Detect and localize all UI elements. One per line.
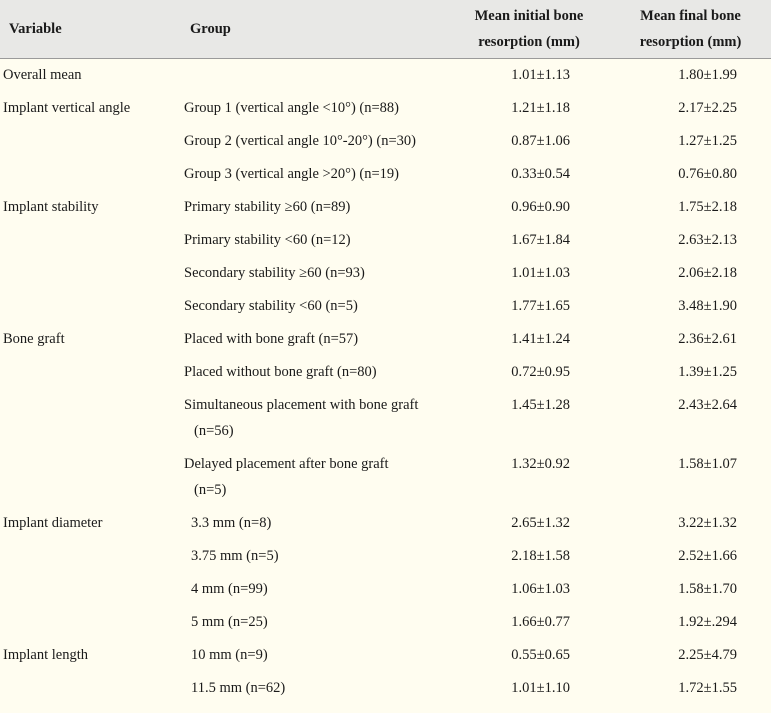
initial-resorption-cell: 0.33±0.54 xyxy=(511,165,570,182)
final-resorption-cell: 3.22±1.32 xyxy=(678,514,737,531)
final-resorption-cell: 2.17±2.25 xyxy=(678,99,737,116)
header-row: Variable Group Mean initial bone resorpti… xyxy=(0,0,771,58)
initial-resorption-cell: 1.01±1.03 xyxy=(511,264,570,281)
initial-resorption-cell: 1.77±1.65 xyxy=(511,297,570,314)
variable-cell xyxy=(0,256,180,289)
variable-cell: Implant diameter xyxy=(3,514,103,531)
table-row: Simultaneous placement with bone graft (n… xyxy=(0,388,771,447)
group-cell: 10 mm (n=9) xyxy=(191,646,268,663)
table-row: Secondary stability ≥60 (n=93) 1.01±1.03 2… xyxy=(0,256,771,289)
group-cell: Group 3 (vertical angle >20°) (n=19) xyxy=(184,165,400,182)
group-cell: Secondary stability ≥60 (n=93) xyxy=(184,264,365,281)
group-cell: Simultaneous placement with bone graft (n… xyxy=(184,396,419,439)
variable-cell: Implant vertical angle xyxy=(3,99,131,116)
table-row: Implant stability Primary stability ≥60 (… xyxy=(0,190,771,223)
header-variable: Variable xyxy=(9,20,62,37)
final-resorption-cell: 2.36±2.61 xyxy=(678,330,737,347)
final-resorption-cell: 1.80±1.99 xyxy=(678,66,737,83)
final-resorption-cell: 2.63±2.13 xyxy=(678,231,737,248)
final-resorption-cell: 1.75±2.18 xyxy=(678,198,737,215)
initial-resorption-cell: 1.01±1.13 xyxy=(511,66,570,83)
initial-resorption-cell: 0.55±0.65 xyxy=(511,646,570,663)
group-cell: Primary stability <60 (n=12) xyxy=(184,231,351,248)
group-cell: Placed with bone graft (n=57) xyxy=(184,330,359,347)
final-resorption-cell: 1.72±1.55 xyxy=(678,679,737,696)
table-row: Group 2 (vertical angle 10°-20°) (n=30) 0… xyxy=(0,124,771,157)
table-row: Delayed placement after bone graft (n=5) 1… xyxy=(0,447,771,506)
initial-resorption-cell: 1.01±1.10 xyxy=(511,679,570,696)
initial-resorption-cell: 2.65±1.32 xyxy=(511,514,570,531)
table-row: Implant length 10 mm (n=9) 0.55±0.65 2.25±4… xyxy=(0,638,771,671)
variable-cell xyxy=(0,671,180,704)
variable-cell: Implant stability xyxy=(3,198,99,215)
table-row: 5 mm (n=25) 1.66±0.77 1.92±.294 xyxy=(0,605,771,638)
header-group: Group xyxy=(190,20,231,37)
variable-cell: Overall mean xyxy=(3,66,82,83)
group-cell: Primary stability ≥60 (n=89) xyxy=(184,198,351,215)
initial-resorption-cell: 1.41±1.24 xyxy=(511,330,570,347)
final-resorption-cell: 3.48±1.90 xyxy=(678,297,737,314)
initial-resorption-cell: 1.32±0.92 xyxy=(511,455,570,472)
final-resorption-cell: 1.92±.294 xyxy=(678,613,737,630)
table-row: Group 3 (vertical angle >20°) (n=19) 0.33… xyxy=(0,157,771,190)
table-row: 3.75 mm (n=5) 2.18±1.58 2.52±1.66 xyxy=(0,539,771,572)
initial-resorption-cell: 0.87±1.06 xyxy=(511,132,570,149)
group-cell: 4 mm (n=99) xyxy=(191,580,268,597)
variable-cell xyxy=(0,388,180,447)
table-row: Placed without bone graft (n=80) 0.72±0.9… xyxy=(0,355,771,388)
variable-cell xyxy=(0,223,180,256)
initial-resorption-cell: 1.06±1.03 xyxy=(511,580,570,597)
initial-resorption-cell: 2.18±1.58 xyxy=(511,547,570,564)
final-resorption-cell: 2.25±4.79 xyxy=(678,646,737,663)
variable-cell xyxy=(0,605,180,638)
final-resorption-cell: 0.76±0.80 xyxy=(678,165,737,182)
header-final: Mean final bone resorption (mm) xyxy=(639,7,742,50)
variable-cell xyxy=(0,539,180,572)
final-resorption-cell: 1.39±1.25 xyxy=(678,363,737,380)
variable-cell xyxy=(0,447,180,506)
initial-resorption-cell: 1.45±1.28 xyxy=(511,396,570,413)
table-row: Implant diameter 3.3 mm (n=8) 2.65±1.32 3.2… xyxy=(0,506,771,539)
group-cell: Group 1 (vertical angle <10°) (n=88) xyxy=(184,99,400,116)
group-cell xyxy=(180,58,448,91)
table-row: 11.5 mm (n=62) 1.01±1.10 1.72±1.55 xyxy=(0,671,771,704)
initial-resorption-cell: 0.96±0.90 xyxy=(511,198,570,215)
final-resorption-cell: 1.58±1.07 xyxy=(678,455,737,472)
variable-cell: Bone graft xyxy=(3,330,65,347)
table-row: Overall mean 1.01±1.13 1.80±1.99 xyxy=(0,58,771,91)
table-row: 4 mm (n=99) 1.06±1.03 1.58±1.70 xyxy=(0,572,771,605)
group-cell: 5 mm (n=25) xyxy=(191,613,268,630)
variable-cell xyxy=(0,355,180,388)
final-resorption-cell: 1.27±1.25 xyxy=(678,132,737,149)
table-row: Implant vertical angle Group 1 (vertical … xyxy=(0,91,771,124)
final-resorption-cell: 2.06±2.18 xyxy=(678,264,737,281)
initial-resorption-cell: 1.21±1.18 xyxy=(511,99,570,116)
final-resorption-cell: 1.58±1.70 xyxy=(678,580,737,597)
group-cell: Delayed placement after bone graft (n=5) xyxy=(184,455,389,498)
variable-cell xyxy=(0,124,180,157)
initial-resorption-cell: 1.66±0.77 xyxy=(511,613,570,630)
table-row: Secondary stability <60 (n=5) 1.77±1.65 3.… xyxy=(0,289,771,322)
variable-cell: Implant length xyxy=(3,646,88,663)
header-initial: Mean initial bone resorption (mm) xyxy=(474,7,584,50)
table-row: Primary stability <60 (n=12) 1.67±1.84 2.6… xyxy=(0,223,771,256)
group-cell: Group 2 (vertical angle 10°-20°) (n=30) xyxy=(184,132,416,149)
variable-cell xyxy=(0,157,180,190)
group-cell: 11.5 mm (n=62) xyxy=(191,679,286,696)
variable-cell xyxy=(0,572,180,605)
variable-cell xyxy=(0,289,180,322)
initial-resorption-cell: 0.72±0.95 xyxy=(511,363,570,380)
group-cell: Placed without bone graft (n=80) xyxy=(184,363,377,380)
group-cell: 3.75 mm (n=5) xyxy=(191,547,279,564)
table-row: Bone graft Placed with bone graft (n=57) 1… xyxy=(0,322,771,355)
group-cell: 3.3 mm (n=8) xyxy=(191,514,272,531)
final-resorption-cell: 2.52±1.66 xyxy=(678,547,737,564)
initial-resorption-cell: 1.67±1.84 xyxy=(511,231,570,248)
final-resorption-cell: 2.43±2.64 xyxy=(678,396,737,413)
group-cell: Secondary stability <60 (n=5) xyxy=(184,297,358,314)
